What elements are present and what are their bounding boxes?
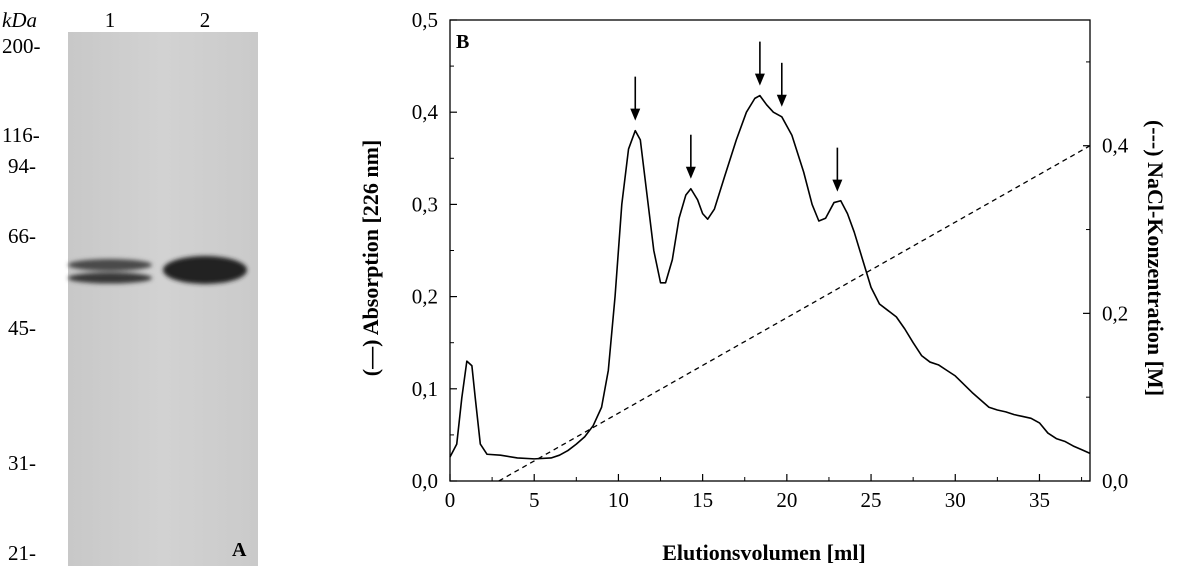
x-tick-label: 30 xyxy=(945,488,966,512)
kda-label: kDa xyxy=(2,8,37,32)
nacl-gradient-line xyxy=(498,145,1091,482)
y-tick-label: 0,2 xyxy=(412,285,438,309)
marker-45: 45- xyxy=(8,316,36,340)
x-tick-label: 25 xyxy=(861,488,882,512)
x-tick-label: 20 xyxy=(776,488,797,512)
peak-arrow xyxy=(754,41,765,86)
lane-1-band-lower xyxy=(68,272,152,284)
panel-a-letter: A xyxy=(232,539,247,561)
marker-21: 21- xyxy=(8,541,36,565)
lane-1-label: 1 xyxy=(105,8,116,32)
marker-31: 31- xyxy=(8,451,36,475)
x-tick-label: 5 xyxy=(529,488,540,512)
absorption-line xyxy=(449,94,1091,460)
plot-frame xyxy=(449,19,1091,482)
x-tick-label: 10 xyxy=(608,488,629,512)
x-tick-label: 15 xyxy=(692,488,713,512)
x-tick-label: 35 xyxy=(1029,488,1050,512)
y-right-tick-label: 0,0 xyxy=(1102,469,1128,493)
peak-arrow xyxy=(776,62,787,107)
y-right-tick-label: 0,2 xyxy=(1102,301,1128,325)
gel-panel: kDa 1 2 200- 116- 94- 66- 45- 31- 21- A xyxy=(0,0,270,566)
y-right-tick-label: 0,4 xyxy=(1102,134,1129,158)
y-tick-label: 0,5 xyxy=(412,8,438,32)
panel-b-letter: B xyxy=(456,31,469,53)
lane-2-bands xyxy=(163,256,247,284)
x-axis-title: Elutionsvolumen [ml] xyxy=(662,540,866,565)
marker-66: 66- xyxy=(8,224,36,248)
chromatogram-panel: 0 5 10 15 20 25 30 35 0,0 0,1 0,2 0,3 0,4 0,5 0,0 0,2 0,… xyxy=(330,0,1178,566)
gel-background xyxy=(68,32,258,566)
x-tick-label: 0 xyxy=(445,488,456,512)
y-axis-title-left: (—) Absorption [226 nm] xyxy=(358,140,383,377)
y-axis-title-right: (---) NaCl-Konzentration [M] xyxy=(1143,120,1168,396)
y-tick-label: 0,4 xyxy=(412,100,439,124)
gel-figure: kDa 1 2 200- 116- 94- 66- 45- 31- 21- A xyxy=(2,8,258,566)
chromatogram-chart: 0 5 10 15 20 25 30 35 0,0 0,1 0,2 0,3 0,4 0,5 0,0 0,2 0,… xyxy=(358,8,1168,565)
peak-arrow xyxy=(630,76,641,121)
y-tick-label: 0,0 xyxy=(412,469,438,493)
y-tick-label: 0,3 xyxy=(412,192,438,216)
marker-116: 116- xyxy=(2,123,40,147)
marker-200: 200- xyxy=(2,34,41,58)
lane-1-band-upper xyxy=(68,259,152,271)
lane-2-band xyxy=(163,256,247,284)
marker-94: 94- xyxy=(8,154,36,178)
peak-arrow xyxy=(685,134,696,179)
lane-2-label: 2 xyxy=(200,8,211,32)
peak-arrow xyxy=(832,147,843,192)
lane-1-bands xyxy=(68,259,152,284)
y-tick-label: 0,1 xyxy=(412,377,438,401)
